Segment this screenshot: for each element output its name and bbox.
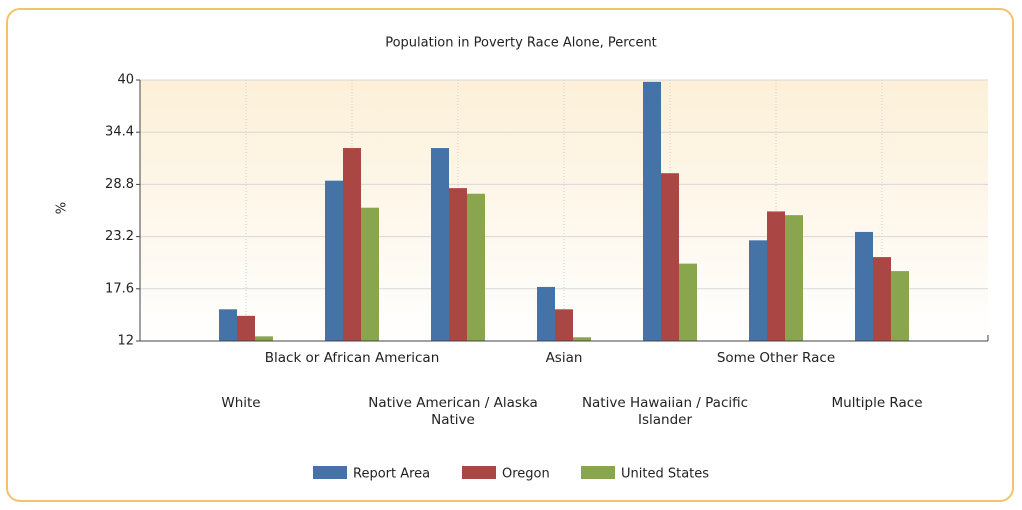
bar <box>573 337 591 341</box>
bar <box>219 309 237 341</box>
bar <box>555 309 573 341</box>
y-tick-label: 28.8 <box>105 177 134 192</box>
plot-area <box>140 80 988 341</box>
legend-label: Oregon <box>502 467 550 482</box>
bar <box>855 231 873 341</box>
legend-label: United States <box>621 467 709 482</box>
bar <box>467 193 485 341</box>
bar <box>431 148 449 341</box>
y-tick-label: 12 <box>117 334 134 349</box>
legend-label: Report Area <box>353 467 430 482</box>
bar <box>785 215 803 341</box>
y-tick-label: 40 <box>117 73 134 88</box>
y-tick-label: 23.2 <box>105 229 134 244</box>
y-axis-label: % <box>55 202 70 214</box>
bar <box>343 148 361 341</box>
x-tick-label: Asian <box>545 350 583 366</box>
legend-swatch <box>581 466 615 479</box>
bar <box>255 336 273 341</box>
bar <box>749 240 767 341</box>
chart-title: Population in Poverty Race Alone, Percen… <box>385 36 657 51</box>
y-tick-label: 34.4 <box>105 125 134 140</box>
x-tick-label: Native American / Alaska Native <box>368 395 538 428</box>
bar <box>661 173 679 341</box>
bar <box>237 315 255 341</box>
x-tick-label: Native Hawaiian / Pacific Islander <box>581 395 749 428</box>
bar <box>767 211 785 341</box>
y-tick-label: 17.6 <box>105 281 134 296</box>
bar <box>873 257 891 341</box>
bar <box>537 286 555 341</box>
x-tick-label: White <box>221 395 261 411</box>
bar <box>361 207 379 341</box>
bar <box>449 188 467 341</box>
bar <box>325 180 343 341</box>
legend-swatch <box>313 466 347 479</box>
x-tick-label: Some Other Race <box>716 350 836 366</box>
bar <box>643 81 661 341</box>
bar <box>891 271 909 341</box>
x-tick-label: Black or African American <box>264 350 440 366</box>
bar <box>679 263 697 341</box>
legend-swatch <box>462 466 496 479</box>
x-tick-label: Multiple Race <box>831 395 923 411</box>
